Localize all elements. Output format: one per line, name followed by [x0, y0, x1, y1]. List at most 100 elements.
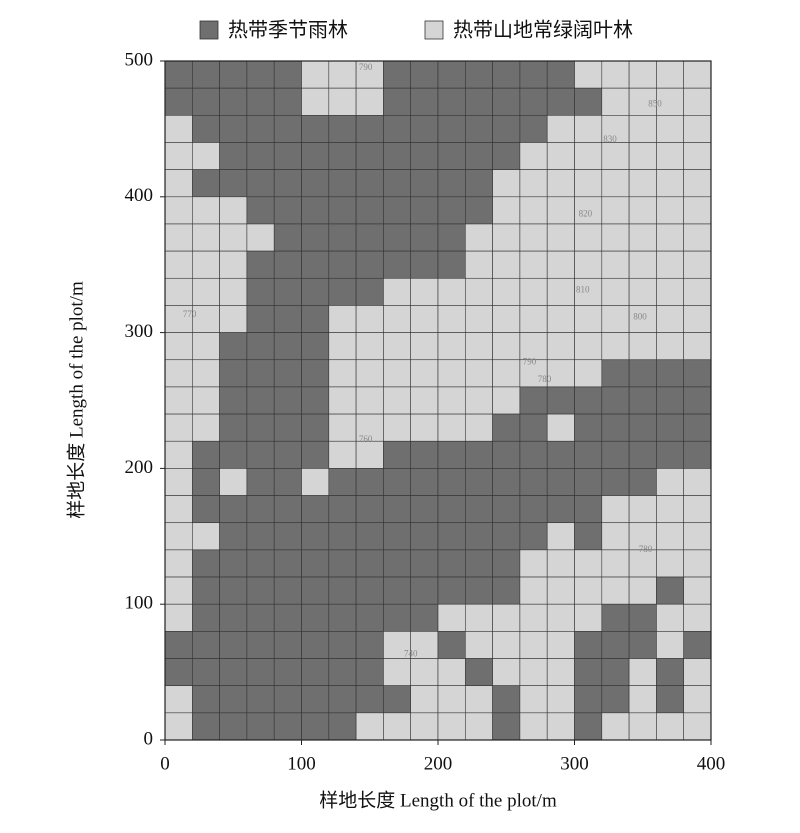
cell: [574, 250, 603, 279]
cell: [574, 549, 603, 578]
cell: [628, 386, 657, 415]
cell: [656, 60, 685, 89]
cell: [410, 522, 439, 551]
cell: [246, 223, 275, 252]
cell: [546, 359, 575, 388]
cell: [383, 495, 411, 524]
cell: [164, 631, 193, 659]
cell: [301, 305, 330, 333]
cell: [383, 522, 411, 551]
cell: [601, 631, 630, 659]
cell: [355, 685, 384, 714]
cell: [601, 468, 630, 496]
cell: [164, 386, 193, 415]
cell: [656, 468, 685, 496]
cell: [437, 712, 466, 741]
cell: [273, 386, 302, 415]
cell: [574, 440, 603, 469]
cell: [628, 522, 657, 551]
cell: [546, 549, 575, 578]
cell: [628, 87, 657, 116]
cell: [273, 413, 302, 442]
x-axis-title: 样地长度 Length of the plot/m: [319, 789, 557, 811]
cell: [492, 196, 521, 225]
cell: [273, 250, 302, 279]
cell: [601, 196, 630, 225]
cell: [328, 712, 357, 741]
cell: [628, 468, 657, 496]
cell: [355, 223, 384, 252]
cell: [410, 60, 439, 89]
cell: [519, 386, 548, 415]
cell: [464, 495, 493, 524]
cell: [683, 522, 712, 551]
cell: [328, 60, 357, 89]
cell: [492, 332, 521, 361]
cell: [355, 468, 384, 496]
cell: [355, 142, 384, 170]
cell: [656, 522, 685, 551]
cell: [301, 468, 330, 496]
cell: [246, 142, 275, 170]
cell: [656, 658, 685, 686]
cell: [192, 712, 220, 741]
x-tick-label: 400: [697, 753, 726, 774]
cell: [656, 386, 685, 415]
cell: [273, 685, 302, 714]
cell: [464, 277, 493, 306]
cell: [628, 658, 657, 686]
cell: [328, 522, 357, 551]
cell: [546, 277, 575, 306]
cell: [328, 169, 357, 198]
cell: [574, 658, 603, 686]
cell: [301, 495, 330, 524]
cell: [492, 576, 521, 605]
cell: [192, 658, 220, 686]
cell: [410, 332, 439, 361]
cell: [683, 468, 712, 496]
cell: [355, 495, 384, 524]
cell: [492, 142, 521, 170]
cell: [519, 658, 548, 686]
cell: [437, 576, 466, 605]
cell: [246, 576, 275, 605]
cell: [164, 468, 193, 496]
cell: [410, 549, 439, 578]
cell: [574, 576, 603, 605]
cell: [219, 115, 248, 143]
cell: [192, 359, 220, 388]
cell: [355, 712, 384, 741]
cell: [301, 115, 330, 143]
contour-label: 790: [359, 62, 373, 72]
cell: [437, 142, 466, 170]
cell: [656, 196, 685, 225]
cell: [301, 413, 330, 442]
cell: [546, 115, 575, 143]
cell: [656, 359, 685, 388]
cell: [519, 631, 548, 659]
cell: [410, 413, 439, 442]
cell: [192, 576, 220, 605]
cell: [464, 549, 493, 578]
cell: [437, 277, 466, 306]
cell: [273, 440, 302, 469]
cell: [246, 658, 275, 686]
cell: [192, 196, 220, 225]
cell: [164, 142, 193, 170]
cell: [574, 413, 603, 442]
cell: [464, 60, 493, 89]
cell: [383, 549, 411, 578]
cell: [219, 495, 248, 524]
cell: [219, 359, 248, 388]
cell: [656, 712, 685, 741]
cell: [519, 87, 548, 116]
cell: [328, 87, 357, 116]
cell: [683, 495, 712, 524]
cell: [601, 277, 630, 306]
cell: [628, 549, 657, 578]
cell: [464, 522, 493, 551]
cell: [574, 386, 603, 415]
cell: [546, 413, 575, 442]
legend-swatch: [199, 20, 219, 40]
cell: [601, 576, 630, 605]
